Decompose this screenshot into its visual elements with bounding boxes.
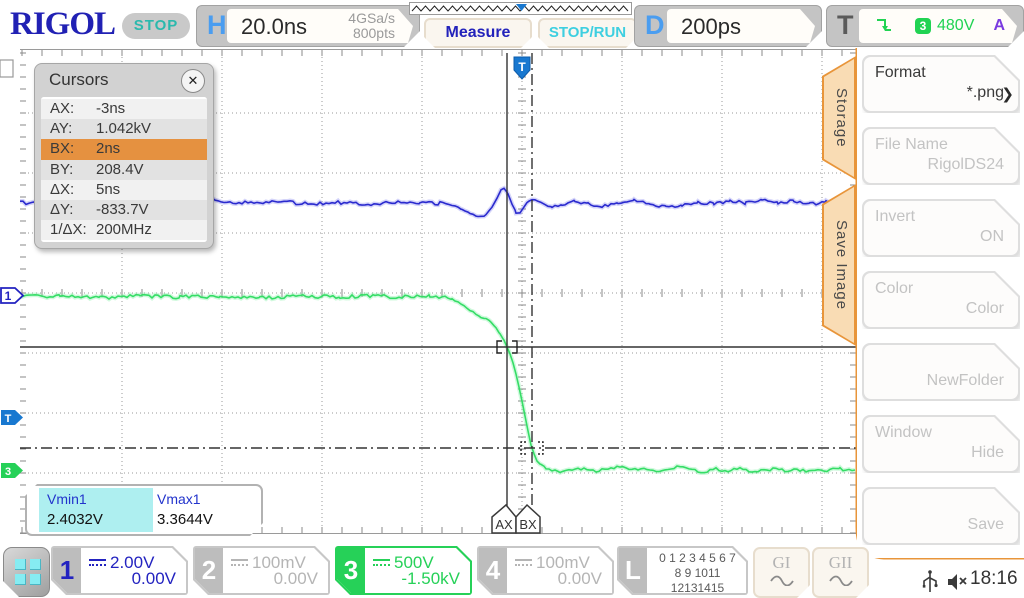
clock: 18:16 (970, 568, 1018, 589)
svg-text:1: 1 (5, 289, 12, 303)
cursor-a-intersection-marker (496, 340, 518, 354)
partial-edge-marker (0, 59, 14, 78)
menu-grid-button[interactable] (3, 547, 50, 597)
cursor-row-ay[interactable]: AY: 1.042kV (41, 119, 207, 140)
dc-coupling-icon (515, 557, 532, 568)
measurement-vmax1[interactable]: Vmax1 3.3644V (157, 491, 213, 528)
digital-channel-numbers: 0 1 2 3 4 5 6 7 8 9 1011 12131415 (659, 551, 736, 595)
delayed-value: 200ps (681, 14, 741, 39)
svg-text:T: T (518, 60, 526, 74)
run-state-badge: STOP (122, 13, 190, 39)
speaker-muted-icon (948, 574, 967, 590)
cursors-readout: AX: -3ns AY: 1.042kV BX: 2ns BY: 208.4V ΔX: 5… (41, 97, 207, 242)
horizontal-label: H (207, 10, 227, 40)
status-icons (922, 570, 967, 592)
menu-item-format[interactable]: Format *.png ❯ (862, 55, 1020, 113)
rigol-logo: RIGOL (10, 6, 116, 42)
channel-1-badge[interactable]: 1 2.00V 0.00V (51, 546, 188, 595)
svg-text:3: 3 (5, 466, 11, 478)
sine-wave-icon (828, 575, 854, 586)
falling-edge-trigger-icon (875, 17, 893, 35)
cursor-row-bx[interactable]: BX: 2ns (41, 139, 207, 160)
tab-save-image[interactable]: Save Image (822, 184, 856, 346)
horizontal-timebase-badge[interactable]: H 20.0ns 4GSa/s 800pts (196, 5, 420, 47)
measure-button[interactable]: Measure (424, 18, 532, 48)
channel-4-badge[interactable]: 4 100mV 0.00V (477, 546, 614, 595)
acquisition-info: 4GSa/s 800pts (348, 10, 395, 41)
memory-trigger-position-icon (516, 4, 527, 11)
menu-item-window[interactable]: Window Hide (862, 415, 1020, 473)
menu-item-file-name[interactable]: File Name RigolDS24 (862, 127, 1020, 185)
chevron-right-icon: ❯ (1001, 86, 1014, 103)
cursor-row-by[interactable]: BY: 208.4V (41, 159, 207, 180)
memory-position-bar[interactable] (409, 2, 632, 16)
svg-text:AX: AX (495, 517, 513, 532)
channel-3-badge[interactable]: 3 500V -1.50kV (335, 546, 472, 595)
generator-2-button[interactable]: GII (812, 547, 869, 598)
menu-item-new-folder[interactable]: NewFolder (862, 343, 1020, 401)
tab-storage[interactable]: Storage (822, 56, 856, 180)
save-image-menu: Format *.png ❯ File Name RigolDS24 Invert… (857, 48, 1024, 558)
cursors-panel-title: Cursors (49, 70, 109, 89)
delayed-sweep-badge[interactable]: D 200ps (634, 5, 822, 47)
channel-2-badge[interactable]: 2 100mV 0.00V (193, 546, 330, 595)
cursor-row-inv-dx[interactable]: 1/ΔX: 200MHz (41, 220, 207, 241)
cursor-b-intersection-marker (520, 441, 544, 455)
cursor-ax-flag[interactable]: AX (491, 503, 517, 534)
cursor-row-dy[interactable]: ΔY: -833.7V (41, 199, 207, 221)
timebase-value: 20.0ns (241, 14, 308, 39)
generator-1-button[interactable]: GI (753, 547, 810, 598)
measurement-readout-box[interactable]: Vmin1 2.4032V Vmax1 3.3644V (25, 484, 263, 536)
ch3-ground-marker[interactable]: 3 (1, 463, 23, 478)
stop-run-button[interactable]: STOP/RUN (538, 18, 637, 48)
trigger-label: T (837, 10, 854, 40)
svg-text:BX: BX (519, 517, 537, 532)
delayed-label: D (645, 10, 665, 40)
trigger-level-value: 480V (937, 17, 975, 34)
dc-coupling-icon (373, 557, 390, 568)
menu-item-color[interactable]: Color Color (862, 271, 1020, 329)
cursor-bx-flag[interactable]: BX (515, 503, 541, 534)
svg-text:T: T (5, 413, 12, 425)
cursor-row-ax[interactable]: AX: -3ns (41, 99, 207, 120)
measurement-vmin1[interactable]: Vmin1 2.4032V (39, 488, 153, 532)
menu-item-invert[interactable]: Invert ON (862, 199, 1020, 257)
dc-coupling-icon (89, 557, 106, 568)
trigger-level-marker[interactable]: T (1, 410, 23, 425)
menu-item-save[interactable]: Save (862, 487, 1020, 545)
cursor-row-dx[interactable]: ΔX: 5ns (41, 179, 207, 200)
dc-coupling-icon (231, 557, 248, 568)
trigger-source-badge: 3 (915, 18, 931, 34)
trigger-sweep-mode: A (993, 17, 1005, 34)
usb-icon (922, 570, 938, 592)
sine-wave-icon (769, 575, 795, 586)
logic-analyzer-badge[interactable]: L 0 1 2 3 4 5 6 7 8 9 1011 12131415 (617, 546, 748, 595)
ch1-ground-marker[interactable]: 1 (0, 287, 25, 304)
cursors-panel[interactable]: Cursors ✕ AX: -3ns AY: 1.042kV BX: 2ns BY: 2… (34, 63, 214, 249)
ch3-trace (19, 291, 856, 475)
trigger-position-marker[interactable]: T (513, 56, 531, 80)
menu-grid-icon (15, 559, 41, 585)
trigger-status-badge[interactable]: T 3 480V A (826, 5, 1024, 47)
close-icon[interactable]: ✕ (181, 69, 205, 93)
